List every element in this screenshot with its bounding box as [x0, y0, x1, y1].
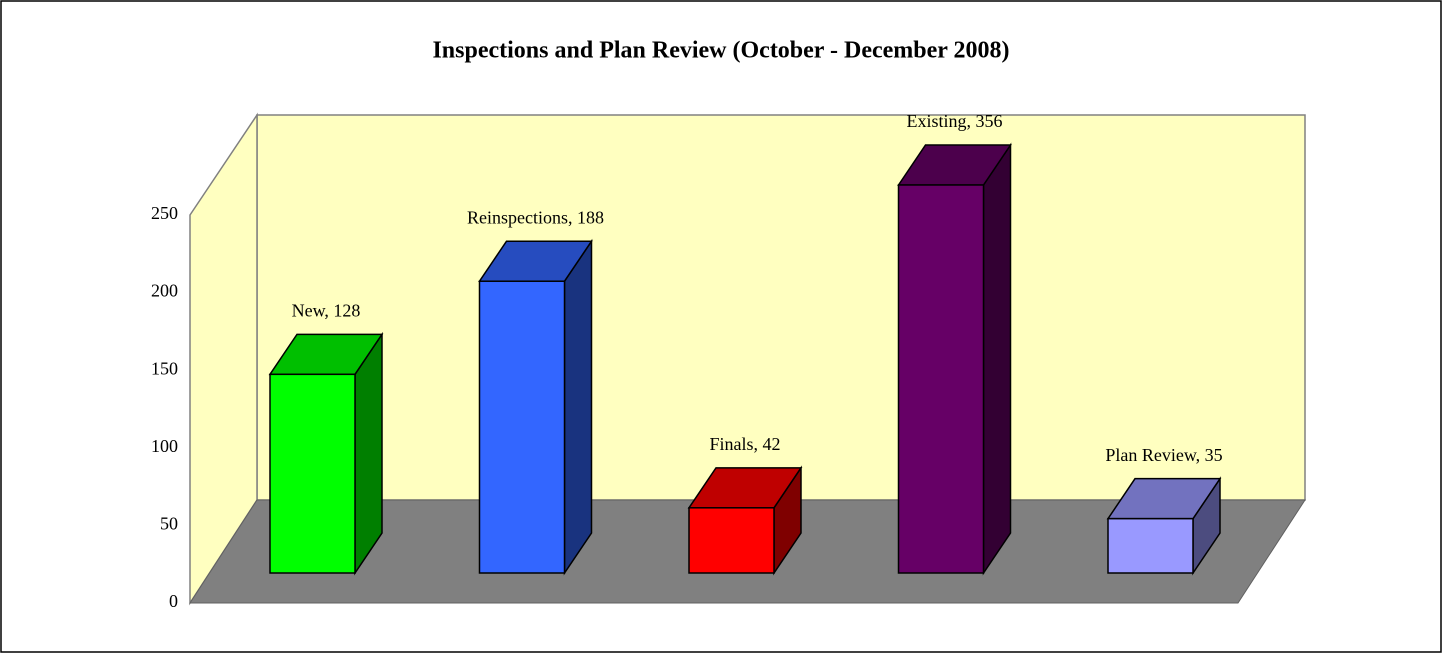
- bar: [1106, 476, 1222, 576]
- data-label: Finals, 42: [709, 434, 780, 454]
- bar-top-shade: [898, 145, 1011, 185]
- y-tick-label: 50: [160, 514, 178, 534]
- bar-side-shade: [774, 467, 801, 573]
- bar: [687, 465, 803, 576]
- bar: [897, 142, 1012, 576]
- bar: [268, 331, 384, 576]
- data-label: New, 128: [292, 300, 361, 320]
- data-label: Plan Review, 35: [1105, 445, 1222, 465]
- bar-front: [269, 373, 356, 574]
- y-tick-label: 100: [151, 436, 178, 456]
- bar-side-shade: [355, 334, 382, 573]
- back-wall: [256, 114, 1306, 501]
- bar-side-shade: [1193, 478, 1220, 573]
- y-tick-label: 200: [151, 281, 178, 301]
- bar-front: [478, 280, 566, 574]
- bar-front: [897, 184, 985, 574]
- bar-top-shade: [1108, 478, 1220, 519]
- y-tick-label: 0: [169, 591, 178, 611]
- bar-side-shade: [983, 145, 1011, 573]
- bar-top-shade: [479, 241, 592, 282]
- bar-front: [688, 507, 775, 574]
- chart-title: Inspections and Plan Review (October - D…: [432, 38, 1009, 64]
- bar-top-shade: [270, 334, 382, 375]
- bar-front: [1107, 517, 1194, 574]
- data-label: Reinspections, 188: [467, 207, 604, 227]
- data-label: Existing, 356: [906, 111, 1002, 131]
- bar-side-shade: [564, 241, 592, 573]
- y-tick-label: 250: [151, 203, 178, 223]
- y-tick-label: 150: [151, 358, 178, 378]
- bar: [478, 238, 593, 576]
- bar-top-shade: [689, 467, 801, 508]
